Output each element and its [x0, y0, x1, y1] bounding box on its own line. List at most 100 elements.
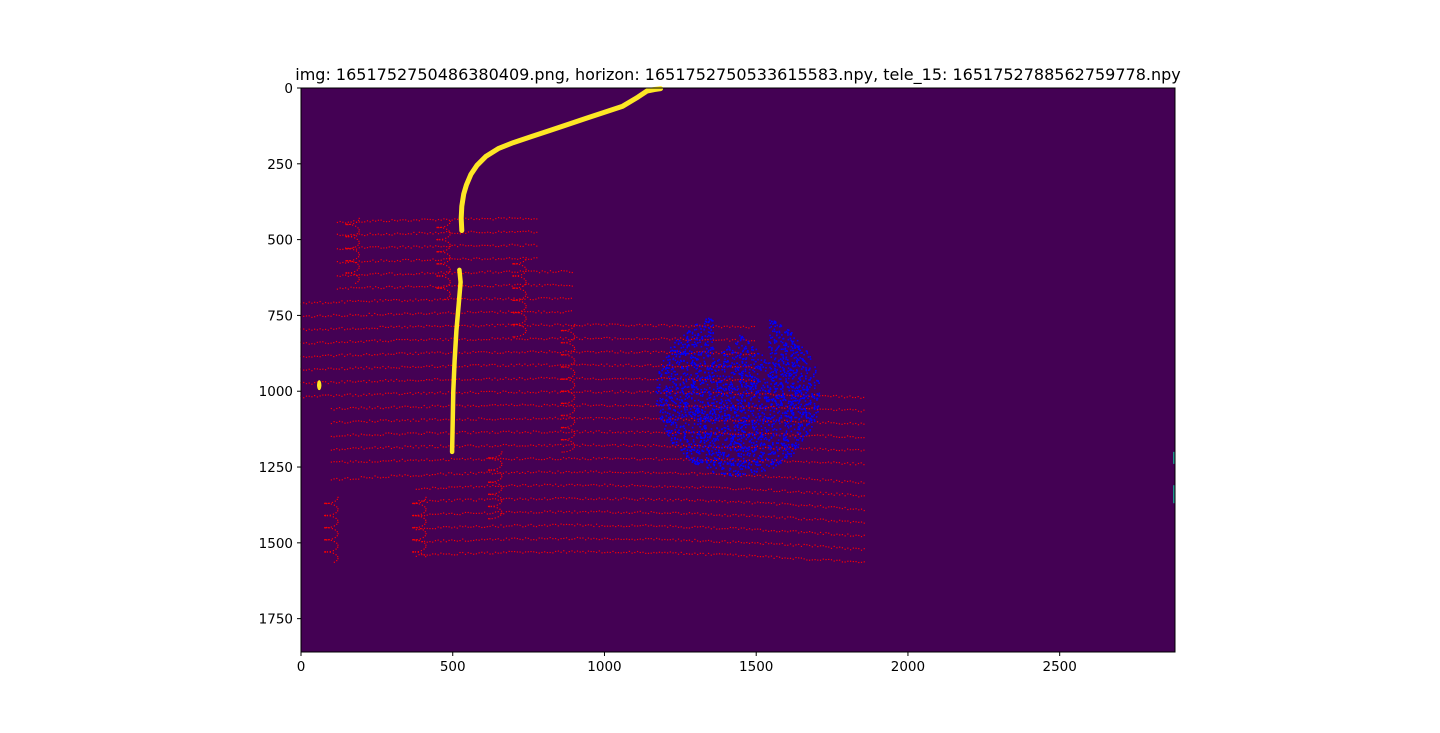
- horizon-point: [337, 510, 339, 512]
- horizon-point: [578, 391, 581, 393]
- horizon-point: [713, 459, 715, 462]
- horizon-point: [595, 551, 598, 553]
- horizon-point: [661, 486, 663, 489]
- horizon-point: [440, 271, 442, 273]
- horizon-point: [338, 341, 340, 344]
- horizon-point: [492, 498, 494, 500]
- horizon-point: [475, 458, 477, 461]
- horizon-point: [517, 230, 519, 233]
- horizon-point: [653, 431, 655, 433]
- horizon-point: [451, 539, 453, 541]
- horizon-point: [745, 326, 747, 329]
- horizon-point: [374, 299, 376, 301]
- horizon-point: [587, 390, 589, 392]
- horizon-point: [562, 378, 564, 380]
- horizon-point: [699, 541, 701, 543]
- horizon-point: [519, 445, 521, 447]
- horizon-point: [666, 486, 669, 488]
- horizon-point: [535, 539, 538, 541]
- horizon-point: [626, 486, 628, 488]
- horizon-point: [849, 493, 852, 495]
- horizon-point: [707, 552, 710, 555]
- horizon-point: [625, 417, 627, 419]
- horizon-point: [348, 223, 351, 226]
- horizon-point: [816, 434, 819, 436]
- horizon-point: [551, 377, 553, 379]
- horizon-point: [647, 417, 649, 419]
- horizon-point: [390, 406, 393, 408]
- horizon-point: [559, 324, 562, 326]
- horizon-point: [499, 310, 501, 312]
- horizon-point: [420, 550, 423, 552]
- horizon-point: [522, 285, 524, 287]
- tele-point: [681, 353, 684, 355]
- horizon-point: [860, 481, 862, 483]
- horizon-point: [849, 535, 852, 537]
- horizon-point: [445, 312, 447, 314]
- horizon-point: [358, 217, 360, 219]
- horizon-point: [631, 430, 633, 432]
- tele-point: [688, 443, 690, 445]
- horizon-point: [702, 420, 704, 422]
- horizon-point: [390, 325, 392, 327]
- horizon-point: [406, 327, 409, 329]
- horizon-point: [505, 485, 508, 487]
- tele-point: [772, 453, 775, 455]
- tele-point: [676, 411, 679, 414]
- horizon-point: [432, 219, 434, 221]
- horizon-point: [510, 391, 512, 394]
- horizon-point: [686, 513, 688, 515]
- horizon-point: [757, 489, 759, 491]
- horizon-point: [409, 432, 412, 434]
- horizon-point: [406, 353, 409, 356]
- horizon-point: [517, 244, 519, 246]
- horizon-point: [685, 458, 688, 460]
- horizon-point: [432, 233, 434, 235]
- horizon-point: [518, 324, 521, 327]
- horizon-point: [817, 493, 819, 495]
- horizon-point: [480, 351, 482, 353]
- horizon-point: [393, 380, 395, 382]
- horizon-point: [326, 526, 328, 529]
- horizon-point: [412, 339, 414, 341]
- horizon-point: [642, 430, 644, 433]
- horizon-point: [502, 404, 505, 406]
- horizon-point: [598, 550, 600, 552]
- horizon-point: [568, 271, 571, 273]
- horizon-point: [385, 273, 388, 275]
- horizon-point: [718, 339, 720, 341]
- horizon-point: [817, 518, 819, 521]
- horizon-point: [634, 551, 636, 554]
- horizon-point: [412, 502, 414, 504]
- horizon-point: [748, 327, 750, 329]
- horizon-point: [456, 540, 458, 542]
- horizon-point: [393, 420, 395, 422]
- horizon-point: [574, 510, 576, 512]
- horizon-point: [406, 300, 409, 302]
- horizon-point: [579, 458, 581, 461]
- horizon-point: [333, 342, 335, 344]
- horizon-point: [622, 324, 624, 326]
- horizon-point: [857, 462, 860, 465]
- horizon-point: [702, 485, 704, 487]
- horizon-point: [535, 445, 537, 447]
- horizon-point: [570, 338, 572, 341]
- horizon-point: [416, 502, 418, 504]
- horizon-point: [564, 390, 566, 392]
- horizon-point: [554, 416, 556, 418]
- tele-point: [704, 342, 707, 345]
- horizon-point: [710, 486, 712, 488]
- horizon-point: [418, 420, 420, 422]
- horizon-point: [341, 380, 343, 382]
- horizon-point: [480, 431, 483, 433]
- horizon-point: [385, 221, 388, 223]
- horizon-point: [448, 291, 451, 293]
- horizon-point: [598, 378, 600, 381]
- horizon-point: [437, 419, 439, 421]
- horizon-point: [555, 537, 557, 540]
- horizon-point: [633, 417, 636, 419]
- horizon-point: [615, 497, 617, 499]
- horizon-point: [631, 483, 633, 486]
- horizon-point: [743, 473, 745, 476]
- horizon-point: [806, 531, 808, 533]
